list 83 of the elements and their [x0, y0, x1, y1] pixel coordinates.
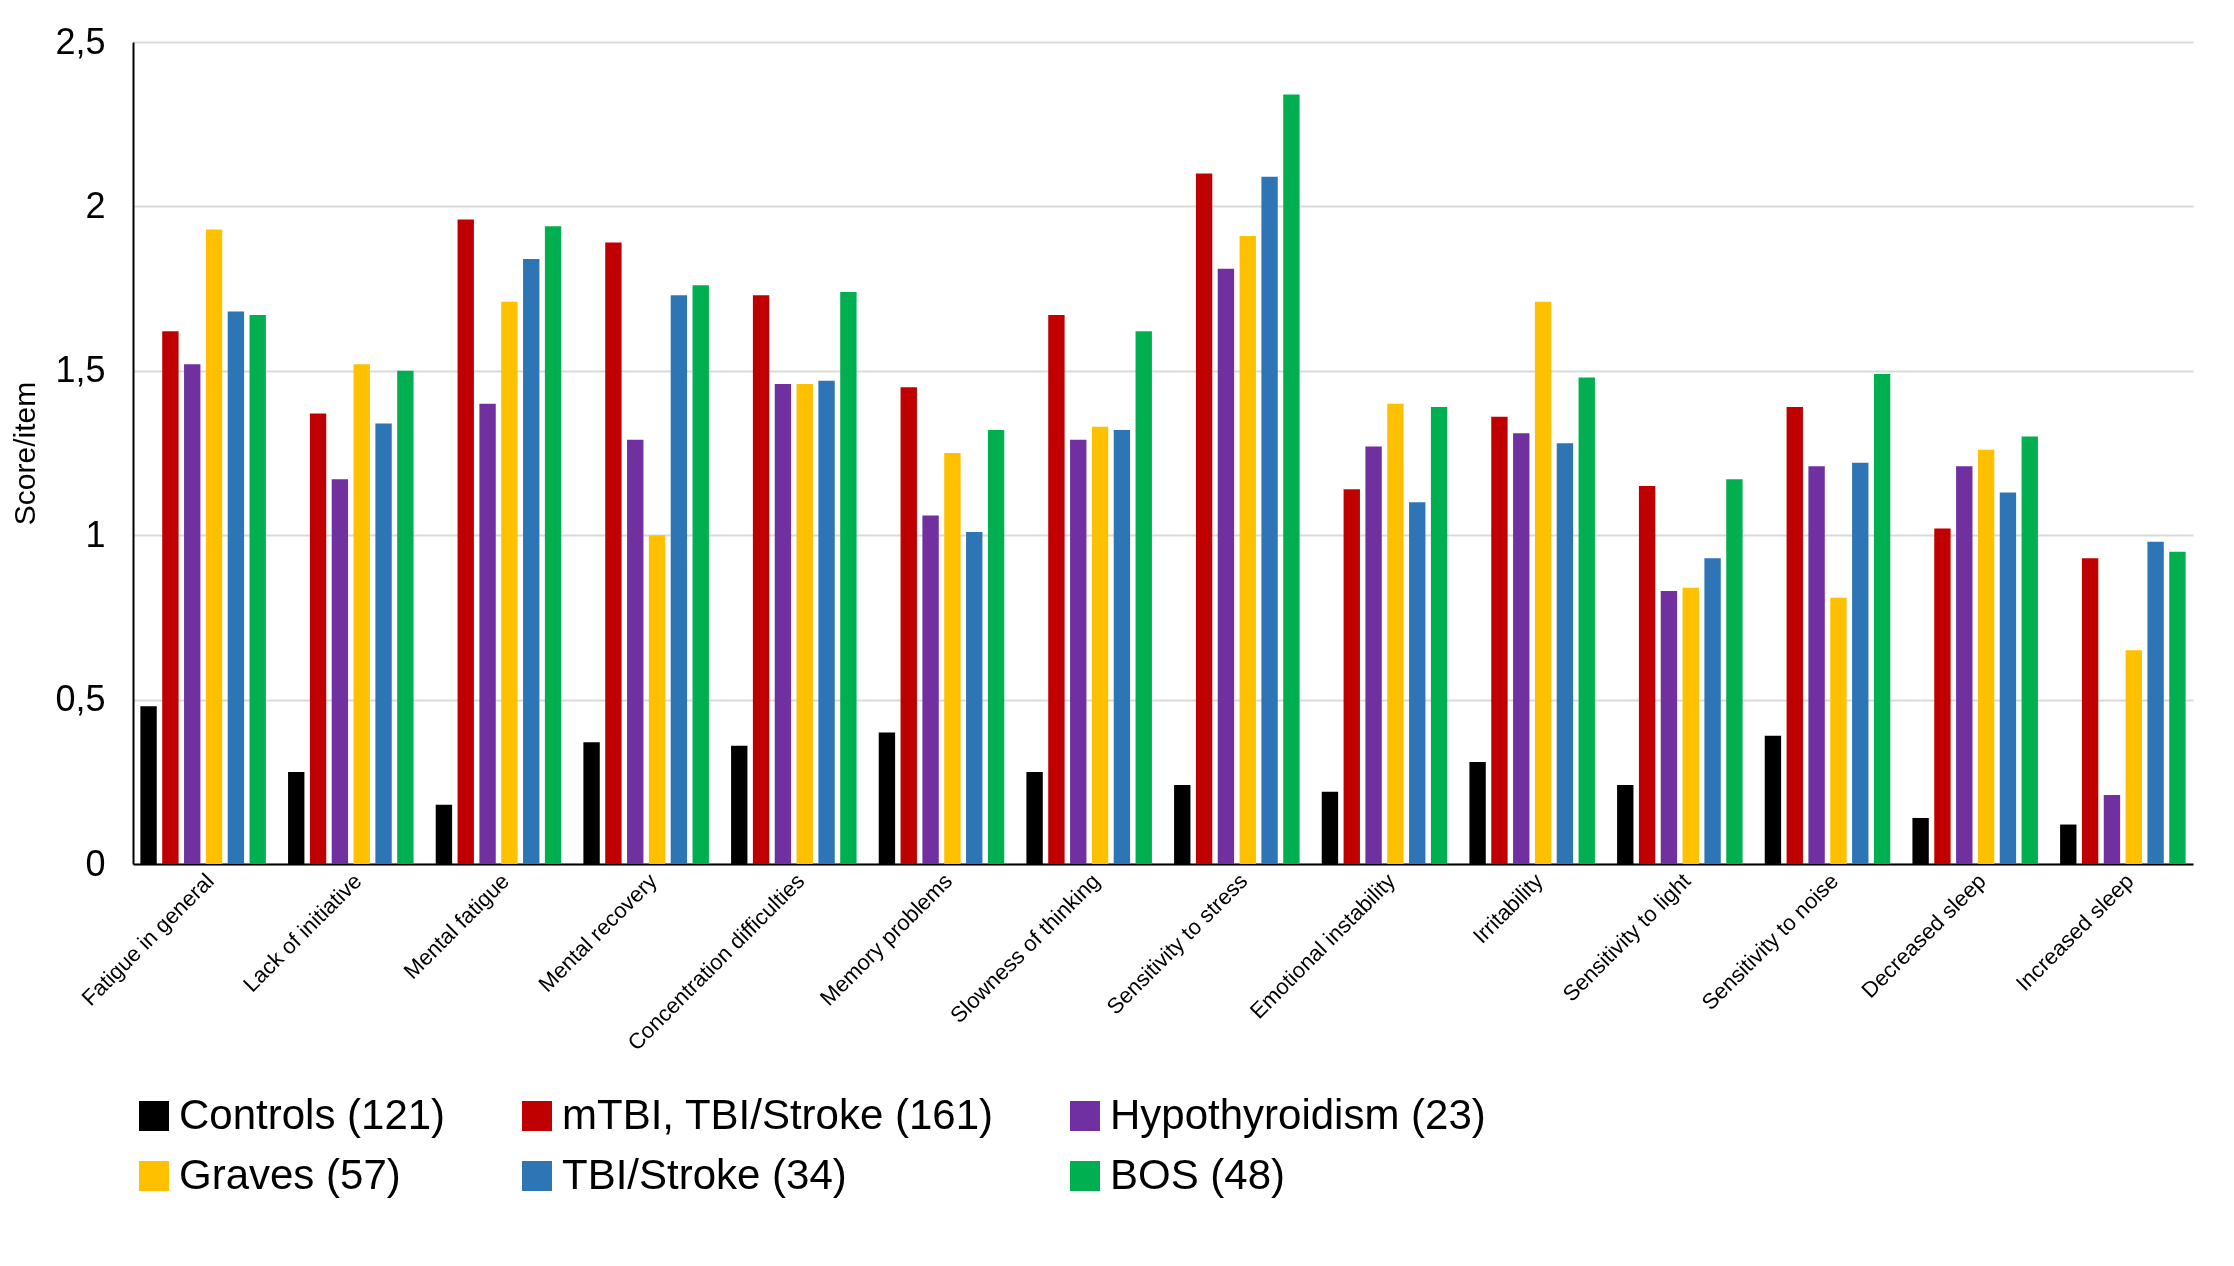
bar [1830, 597, 1847, 864]
y-tick-label: 0,5 [55, 678, 106, 720]
bar [1365, 446, 1382, 864]
bar [774, 383, 792, 864]
bar [162, 331, 179, 864]
bar [2125, 650, 2142, 864]
bar [457, 219, 474, 864]
y-tick-label: 0 [85, 842, 106, 884]
bar [479, 403, 496, 864]
bar [1283, 94, 1300, 864]
bar [1491, 416, 1508, 864]
y-axis-title: Score/item [8, 381, 42, 526]
bar [227, 311, 245, 864]
legend-label: Graves (57) [179, 1151, 401, 1198]
bar [900, 387, 917, 864]
bar [501, 301, 518, 864]
bar [331, 479, 349, 864]
bar [966, 531, 983, 864]
bar [1956, 466, 1973, 864]
bar [1556, 443, 1574, 864]
bar [1934, 528, 1951, 864]
bar [249, 314, 266, 864]
bar [944, 453, 961, 864]
bar [605, 242, 622, 864]
bar [1638, 485, 1656, 864]
bar [1135, 331, 1152, 864]
bar [987, 429, 1005, 864]
legend-label: Hypothyroidism (23) [1110, 1091, 1486, 1138]
bar [818, 380, 835, 864]
bar [2021, 436, 2038, 864]
bar [692, 285, 709, 864]
bar [840, 291, 857, 864]
bar [523, 259, 540, 864]
bar [184, 364, 201, 864]
bar [1217, 268, 1235, 864]
bar [1195, 173, 1213, 864]
bar [309, 413, 327, 864]
bar [1239, 235, 1256, 864]
bar [2081, 558, 2099, 864]
bar [1873, 374, 1891, 864]
bar [1409, 502, 1426, 864]
y-tick-label: 2 [85, 184, 106, 226]
y-tick-label: 1 [85, 513, 106, 555]
bar [1534, 301, 1552, 864]
legend-label: mTBI, TBI/Stroke (161) [562, 1091, 994, 1138]
bar [1704, 558, 1721, 864]
bar [205, 229, 223, 864]
bar [922, 515, 939, 864]
bar [397, 370, 414, 864]
bar [1808, 466, 1825, 864]
bar [1852, 462, 1869, 864]
bar [2147, 541, 2164, 864]
bar [627, 439, 644, 864]
bar [544, 226, 562, 864]
bar [353, 364, 370, 864]
bar [1070, 439, 1087, 864]
bar [648, 535, 666, 864]
bar [1682, 587, 1699, 864]
bar [1430, 406, 1448, 864]
y-tick-label: 1,5 [55, 349, 106, 391]
bar [2169, 551, 2186, 864]
bar [1999, 492, 2017, 864]
bar [2103, 794, 2121, 864]
bar [1977, 449, 1995, 864]
legend-label: Controls (121) [179, 1091, 446, 1138]
bar [1578, 377, 1595, 864]
bar [1048, 314, 1065, 864]
bar [1261, 176, 1278, 864]
legend-label: TBI/Stroke (34) [562, 1151, 847, 1198]
y-tick-label: 2,5 [55, 20, 106, 62]
bar [670, 295, 688, 864]
bar [1387, 403, 1404, 864]
bar [1726, 479, 1743, 864]
bar [1786, 406, 1803, 864]
bar [1113, 429, 1131, 864]
bar [1660, 591, 1678, 864]
bar [375, 423, 392, 864]
bar [1343, 489, 1360, 864]
legend-label: BOS (48) [1110, 1151, 1286, 1198]
bar [752, 295, 770, 864]
bar [796, 383, 813, 864]
bar [1513, 433, 1530, 864]
bar [1091, 426, 1109, 864]
